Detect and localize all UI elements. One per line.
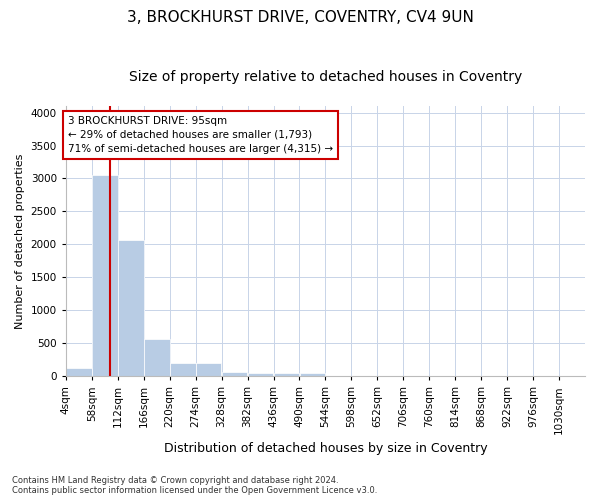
Text: Contains HM Land Registry data © Crown copyright and database right 2024.
Contai: Contains HM Land Registry data © Crown c… — [12, 476, 377, 495]
Bar — [196, 363, 221, 376]
Bar — [92, 174, 118, 376]
Text: 3 BROCKHURST DRIVE: 95sqm
← 29% of detached houses are smaller (1,793)
71% of se: 3 BROCKHURST DRIVE: 95sqm ← 29% of detac… — [68, 116, 333, 154]
Title: Size of property relative to detached houses in Coventry: Size of property relative to detached ho… — [129, 70, 522, 84]
Bar — [170, 363, 196, 376]
Bar — [299, 373, 325, 376]
Bar — [222, 372, 247, 376]
Bar — [248, 372, 274, 376]
Bar — [118, 240, 143, 376]
Bar — [66, 368, 92, 376]
Y-axis label: Number of detached properties: Number of detached properties — [15, 154, 25, 329]
Bar — [274, 373, 299, 376]
X-axis label: Distribution of detached houses by size in Coventry: Distribution of detached houses by size … — [164, 442, 487, 455]
Text: 3, BROCKHURST DRIVE, COVENTRY, CV4 9UN: 3, BROCKHURST DRIVE, COVENTRY, CV4 9UN — [127, 10, 473, 25]
Bar — [144, 339, 170, 376]
